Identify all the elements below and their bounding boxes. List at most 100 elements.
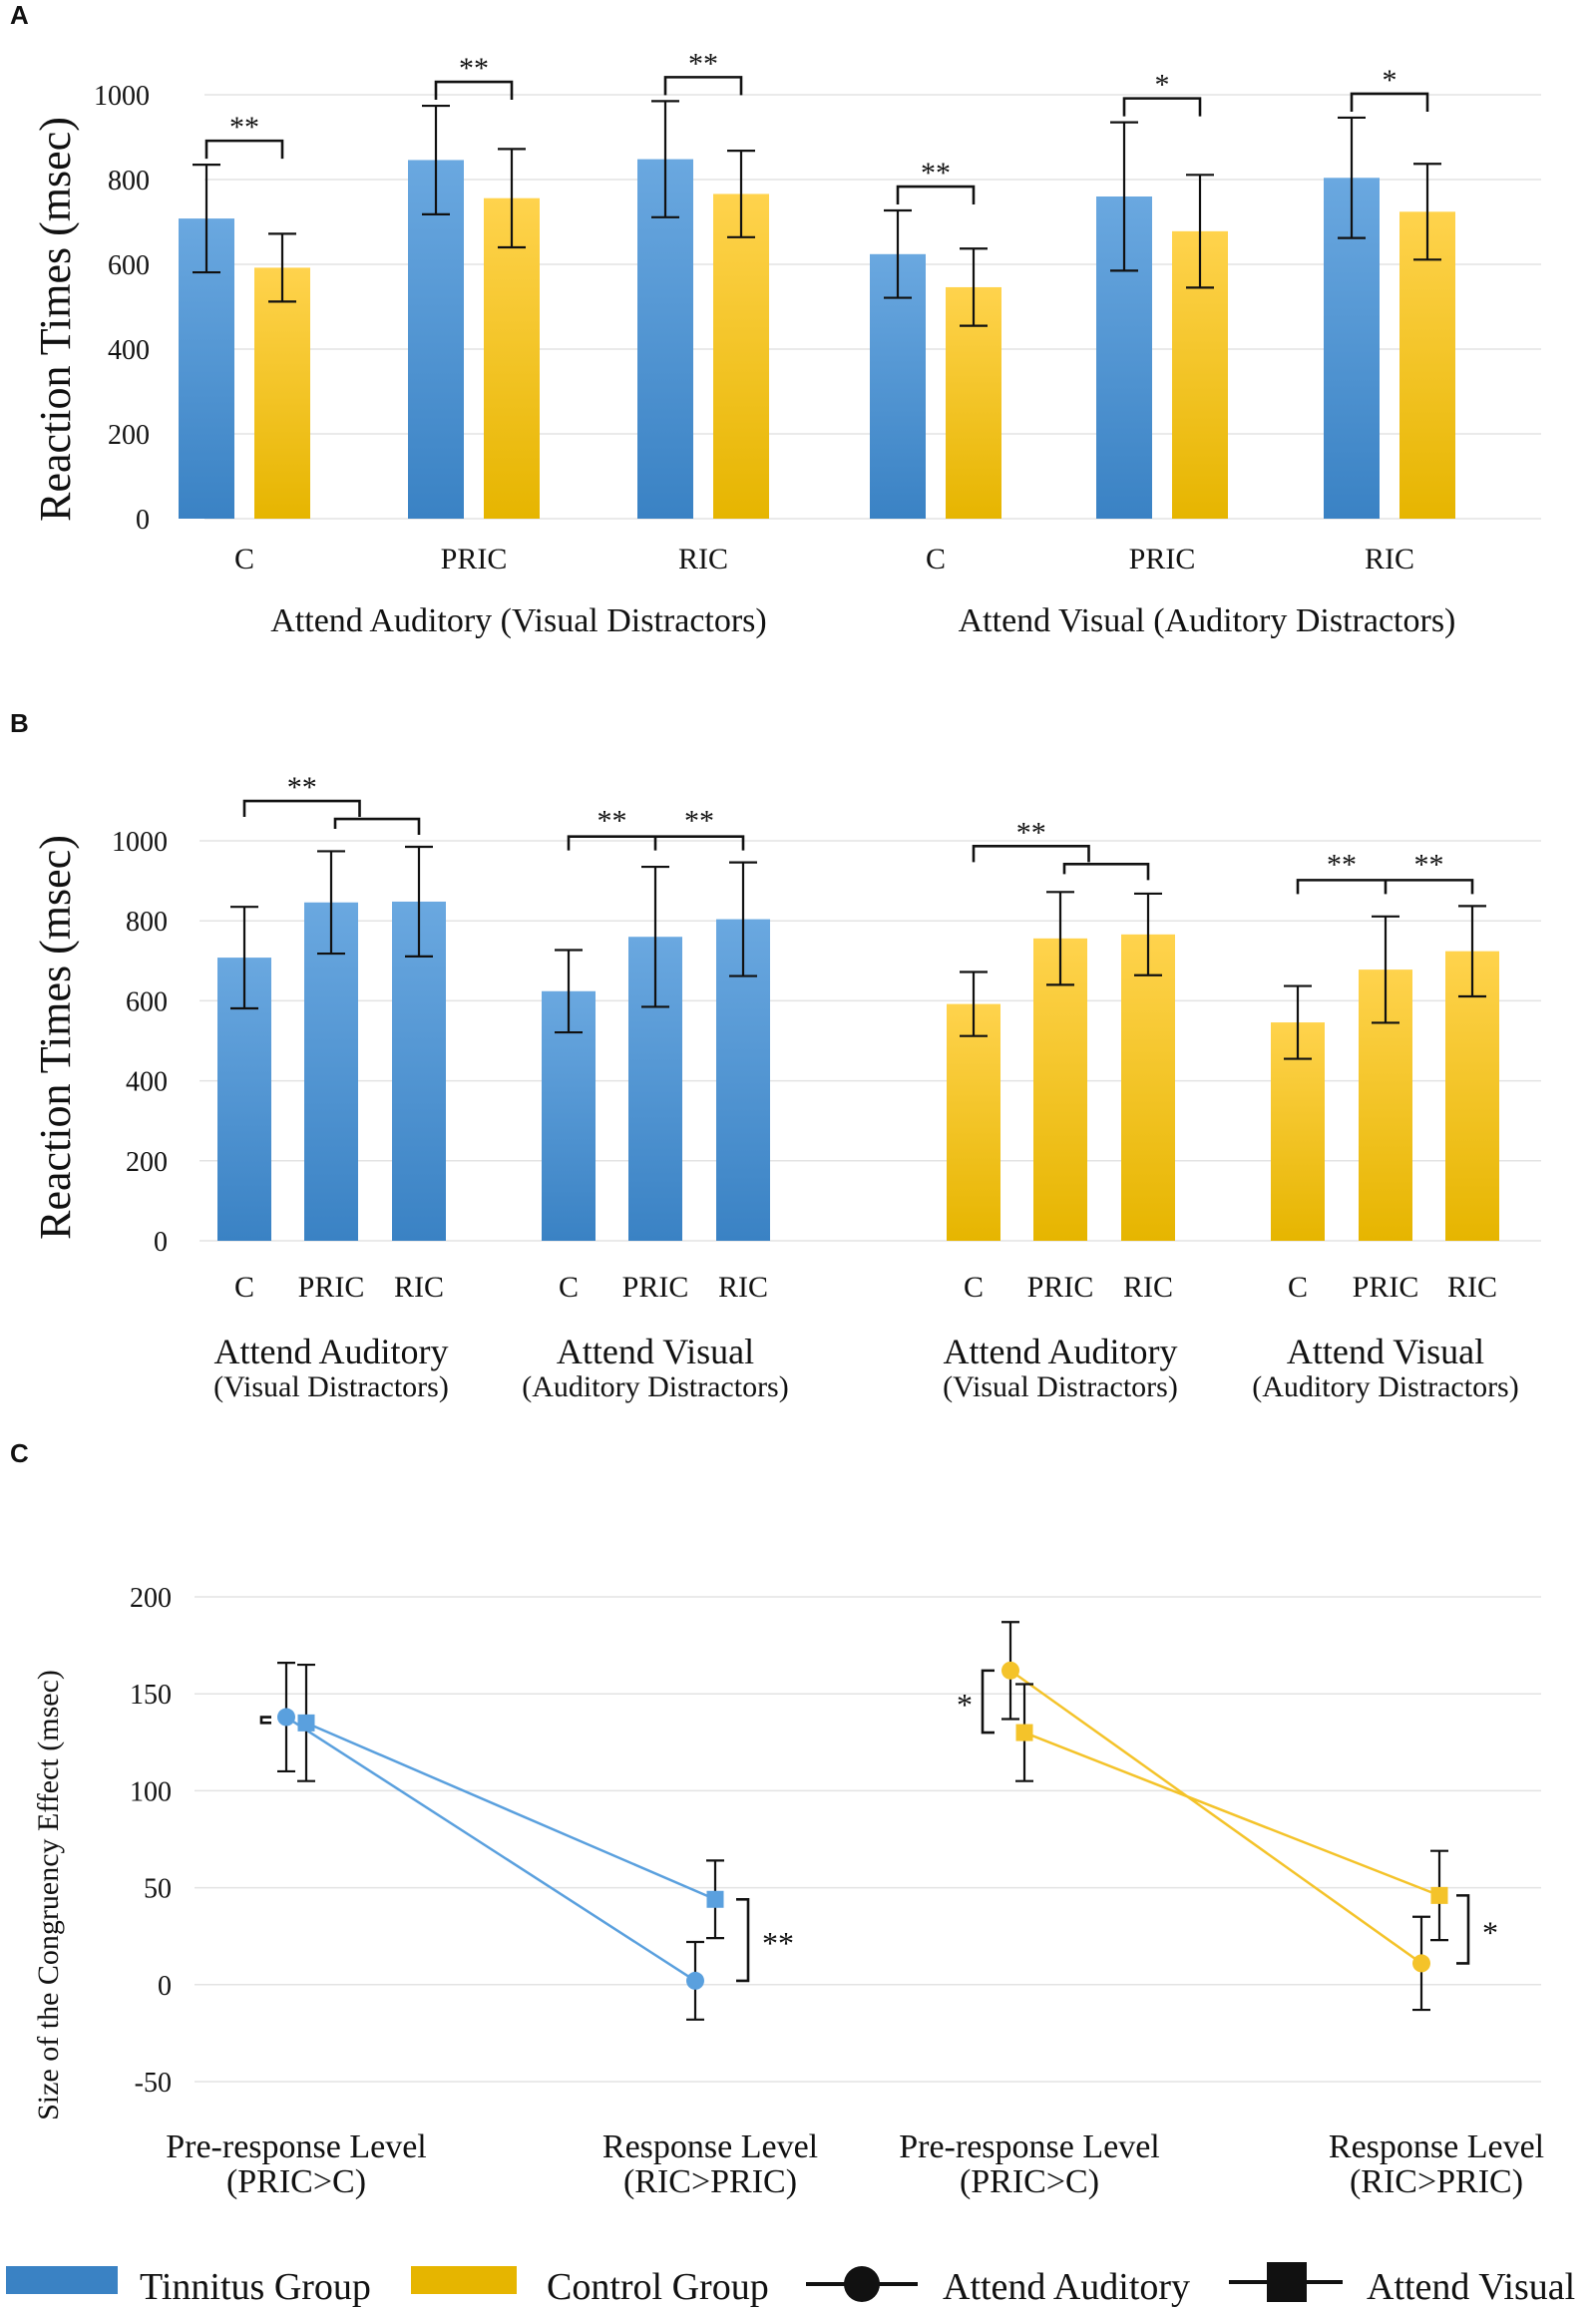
legend-control-swatch	[411, 2266, 517, 2294]
panel-b-sig-bracket	[1062, 863, 1150, 881]
legend-auditory-label: Attend Auditory	[943, 2266, 1190, 2308]
panel-c-point-square	[1430, 1886, 1448, 1904]
panel-c-sig-bracket	[1456, 1894, 1470, 1965]
panel-a-xtick-label: C	[926, 543, 946, 576]
panel-a-xtick-label: PRIC	[1129, 543, 1196, 576]
panel-b-errorbar	[1134, 892, 1162, 976]
panel-a-xtick-label: C	[234, 543, 254, 576]
panel-c-point-circle	[686, 1971, 704, 1990]
panel-a-ytick-label: 800	[108, 166, 150, 196]
panel-b-sig-bracket	[333, 817, 421, 836]
panel-b-group-label: Attend Visual	[557, 1332, 754, 1371]
panel-a-xtick-label: RIC	[1365, 543, 1414, 576]
panel-a-sig-label: **	[921, 157, 951, 190]
panel-c-sig-bracket	[736, 1897, 750, 1983]
panel-b-ytick-label: 800	[126, 907, 168, 938]
panel-b-group-label: Attend Visual	[1287, 1332, 1484, 1371]
panel-b-ytick-label: 200	[126, 1147, 168, 1178]
panel-a-bar-tinnitus	[637, 159, 693, 519]
panel-c-point-square	[706, 1890, 724, 1908]
panel-label-c: C	[10, 1438, 29, 1468]
panel-b-sig-label: **	[1327, 848, 1357, 881]
panel-b-sig-bracket	[242, 799, 361, 818]
panel-b-sig-bracket	[567, 835, 745, 851]
panel-b-group-label: Attend Auditory	[214, 1332, 449, 1371]
panel-c-ytick-label: 150	[130, 1680, 172, 1711]
panel-a-ylabel: Reaction Times (msec)	[31, 117, 80, 522]
legend-tinnitus-label: Tinnitus Group	[140, 2266, 371, 2308]
legend: Tinnitus Group Control Group Attend Audi…	[6, 2262, 1575, 2308]
panel-c-xtick-label: Pre-response Level	[166, 2128, 427, 2165]
panel-c-xtick-sublabel: (PRIC>C)	[960, 2163, 1099, 2200]
panel-label-b: B	[10, 708, 29, 738]
panel-b-xtick-label: PRIC	[1027, 1271, 1094, 1304]
panel-c-sig-label: **	[762, 1925, 794, 1961]
panel-b-xtick-label: C	[1288, 1271, 1308, 1304]
legend-control-label: Control Group	[547, 2266, 769, 2308]
panel-b-sig-label: **	[287, 771, 317, 804]
panel-b-errorbar	[230, 906, 258, 1010]
panel-b-chart: 0 200 400 600 800 1000 C PRIC RIC ** Attend Audito…	[112, 771, 1541, 1403]
panel-c-point-circle	[277, 1708, 295, 1727]
panel-b-ytick-label: 0	[154, 1227, 168, 1258]
panel-c-ytick-label: 100	[130, 1776, 172, 1807]
panel-a-sig-bracket	[434, 80, 514, 101]
panel-b-sig-bracket	[1296, 879, 1474, 895]
panel-b-errorbar	[317, 850, 345, 956]
panel-b-xtick-label: C	[964, 1271, 984, 1304]
panel-a-bar-control	[254, 267, 310, 519]
panel-b-errorbar	[405, 845, 433, 958]
panel-a-sig-bracket	[896, 185, 976, 205]
panel-a-errorbar	[1413, 163, 1441, 261]
panel-b-errorbar	[555, 949, 583, 1034]
panel-label-a: A	[10, 0, 29, 30]
panel-b-xtick-label: RIC	[1123, 1271, 1173, 1304]
panel-a-ytick-label: 0	[136, 505, 150, 536]
panel-b-sig-label: **	[598, 805, 627, 838]
panel-c-point-circle	[1001, 1661, 1019, 1680]
panel-a-errorbar	[498, 148, 526, 249]
panel-b-group-label: Attend Auditory	[944, 1332, 1178, 1371]
panel-b-errorbar	[729, 861, 757, 977]
panel-c-xtick-sublabel: (PRIC>C)	[226, 2163, 366, 2200]
panel-b-ylabel: Reaction Times (msec)	[31, 835, 80, 1240]
legend-square-marker	[1267, 2262, 1307, 2302]
panel-b-ytick-label: 600	[126, 986, 168, 1017]
panel-c-xtick-sublabel: (RIC>PRIC)	[1350, 2163, 1523, 2200]
legend-circle-marker	[844, 2266, 880, 2302]
panel-c-sig-label: *	[1482, 1914, 1498, 1950]
panel-c-xtick-label: Response Level	[602, 2128, 818, 2165]
panel-a-errorbar	[422, 104, 450, 215]
panel-a-ytick-label: 1000	[94, 81, 150, 112]
panel-a-ytick-label: 400	[108, 335, 150, 366]
panel-b-errorbar	[1372, 915, 1399, 1024]
panel-a-sig-bracket	[1350, 92, 1429, 112]
panel-a-sig-bracket	[1122, 97, 1202, 117]
panel-b-xtick-label: PRIC	[622, 1271, 689, 1304]
panel-b-ytick-label: 1000	[112, 827, 168, 858]
panel-a-errorbar	[651, 100, 679, 218]
panel-a-ytick-label: 200	[108, 420, 150, 451]
panel-b-sig-label: **	[1016, 816, 1046, 849]
panel-a-errorbar	[1110, 121, 1138, 272]
panel-b-xtick-label: RIC	[1447, 1271, 1497, 1304]
panel-a-sig-label: **	[688, 47, 718, 80]
panel-a-errorbar	[1186, 174, 1214, 289]
panel-b-bar-tinnitus	[392, 901, 446, 1241]
panel-a-sig-label: *	[1155, 69, 1170, 102]
panel-b-xtick-label: PRIC	[298, 1271, 365, 1304]
panel-a-errorbar	[268, 232, 296, 303]
panel-b-sig-label: **	[684, 805, 714, 838]
panel-c-point-square	[1015, 1724, 1033, 1741]
panel-a-xtick-label: PRIC	[441, 543, 508, 576]
panel-a-sig-label: **	[229, 111, 259, 144]
panel-c-series-line	[1009, 1669, 1422, 1965]
panel-c-series-line	[305, 1722, 716, 1901]
panel-b-sig-bracket	[972, 845, 1090, 863]
panel-c-sig-bracket	[981, 1669, 995, 1734]
panel-c-series-line	[1023, 1731, 1440, 1897]
panel-a-bar-tinnitus	[408, 160, 464, 519]
